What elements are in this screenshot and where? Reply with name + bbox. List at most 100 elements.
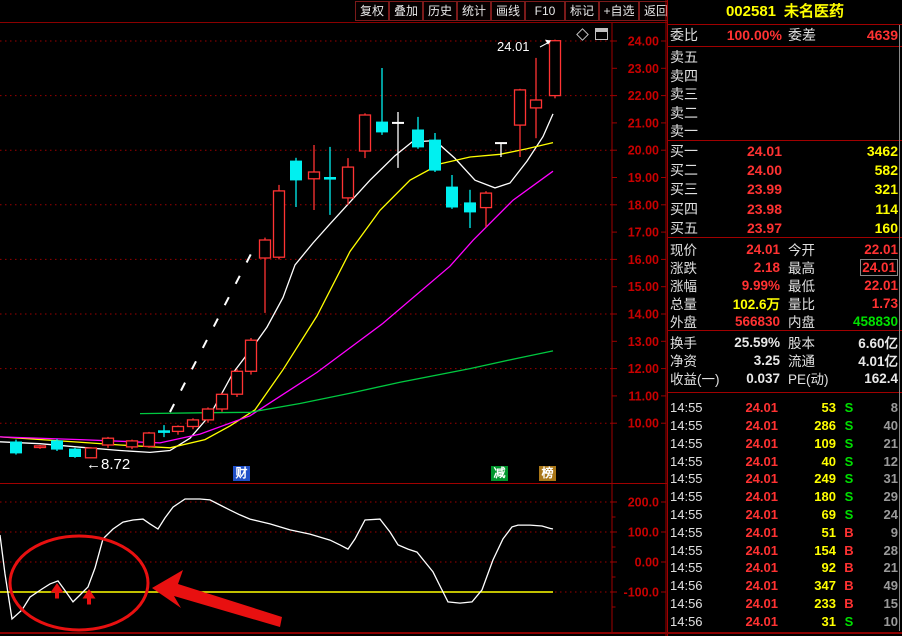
window-mode-icon[interactable] (595, 28, 608, 40)
tick-time: 14:55 (670, 489, 703, 505)
tick-row-1: 14:55 24.01 53 S 8 (668, 399, 902, 417)
bid-label: 买一 (670, 143, 698, 159)
price-axis-label: 23.00 (628, 62, 659, 76)
weibi-value: 100.00% (726, 27, 782, 43)
quote-label: 股本 (788, 336, 815, 351)
ma-short-white (0, 113, 554, 454)
toolbar-button-9[interactable]: 返回 (639, 1, 673, 21)
tick-direction: B (844, 595, 854, 611)
ask-label: 卖三 (670, 86, 698, 103)
tick-volume: 109 (814, 435, 836, 451)
weicha-label: 委差 (788, 27, 816, 43)
candle-10 (171, 425, 185, 435)
toolbar-button-8[interactable]: +自选 (599, 1, 639, 21)
tick-direction: B (844, 578, 854, 594)
chart-marker-badge-2[interactable]: 减 (491, 466, 508, 481)
scrollbar[interactable] (899, 25, 900, 631)
tick-time: 14:55 (670, 542, 703, 558)
separator (668, 237, 902, 238)
separator (668, 330, 902, 331)
tick-time: 14:55 (670, 560, 703, 576)
tick-direction: S (844, 471, 854, 487)
tick-row-2: 14:55 24.01 286 S 40 (668, 417, 902, 435)
quote-label: 最低 (788, 279, 815, 294)
ask-label: 卖二 (670, 104, 698, 121)
weicha-value: 4639 (866, 27, 898, 43)
candle-5 (84, 447, 98, 459)
bid-volume: 3462 (866, 143, 898, 159)
bid-levels: 买一 24.01 3462 买二 24.00 582 买三 23.99 321 … (668, 141, 902, 237)
separator (668, 24, 902, 25)
quote-label: 量比 (788, 297, 815, 312)
toolbar-button-4[interactable]: 统计 (457, 1, 491, 21)
candle-18 (290, 157, 302, 207)
price-axis-label: 24.00 (628, 35, 659, 49)
price-axis-label: 10.00 (628, 417, 659, 431)
candle-2 (33, 445, 47, 449)
quote-label: PE(动) (788, 372, 829, 387)
tick-volume: 31 (821, 613, 836, 629)
buy-signal-arrow-icon (82, 589, 96, 605)
tick-direction: S (844, 506, 854, 522)
bid-label: 买三 (670, 181, 698, 198)
quote-row-2: 涨跌 2.18 最高 24.01 (668, 257, 902, 276)
chart-marker-badge-1[interactable]: 财 (233, 466, 250, 481)
quote-label: 现价 (670, 243, 697, 258)
bid-price: 24.00 (746, 162, 782, 179)
candle-19 (307, 145, 321, 210)
toolbar-button-7[interactable]: 标记 (565, 1, 599, 21)
toolbar-button-6[interactable]: F10 (525, 1, 565, 21)
quote-label: 换手 (670, 336, 697, 351)
bid-row-5: 买五 23.97 160 (668, 218, 902, 237)
bid-price: 23.97 (746, 219, 782, 236)
bid-volume: 582 (874, 162, 898, 179)
bid-row-2: 买二 24.00 582 (668, 160, 902, 179)
candle-9 (158, 425, 170, 438)
tick-count: 21 (883, 435, 898, 451)
separator (668, 140, 902, 141)
high-price-callout: 24.01 (497, 39, 530, 54)
candle-7 (125, 439, 139, 450)
candle-12 (201, 407, 215, 423)
stock-chart[interactable]: 24.00 23.00 22.00 21.00 20.00 19.00 18.00 17.00… (0, 0, 667, 636)
tick-time: 14:55 (670, 418, 703, 434)
candle-24 (392, 112, 404, 168)
chart-marker-badge-3[interactable]: 榜 (539, 466, 556, 481)
tick-price: 24.01 (745, 542, 778, 558)
toolbar-button-2[interactable]: 叠加 (389, 1, 423, 21)
separator (668, 392, 902, 393)
tick-row-5: 14:55 24.01 249 S 31 (668, 470, 902, 488)
ask-label: 卖四 (670, 67, 698, 84)
tick-time: 14:55 (670, 506, 703, 522)
candle-29 (479, 191, 493, 228)
candle-20 (324, 146, 336, 215)
tick-row-3: 14:55 24.01 109 S 21 (668, 435, 902, 453)
tick-price: 24.01 (745, 418, 778, 434)
stock-code: 002581 (725, 3, 777, 20)
toolbar-button-5[interactable]: 画线 (491, 1, 525, 21)
quote-value: 0.037 (746, 370, 780, 386)
candle-8 (142, 431, 156, 448)
candle-4 (69, 447, 81, 458)
tick-volume: 233 (814, 595, 836, 611)
tick-count: 21 (883, 560, 898, 576)
candle-15 (244, 338, 258, 375)
tick-row-10: 14:55 24.01 92 B 21 (668, 559, 902, 577)
ask-row-4: 卖二 (668, 103, 902, 122)
weibi-label: 委比 (670, 27, 698, 43)
quote-row-1: 现价 24.01 今开 22.01 (668, 239, 902, 259)
stock-title: 002581 未名医药 (668, 0, 902, 23)
tick-direction: B (844, 542, 854, 558)
tick-count: 29 (883, 489, 898, 505)
tick-count: 49 (883, 578, 898, 594)
tick-price: 24.01 (745, 524, 778, 540)
bid-row-1: 买一 24.01 3462 (668, 141, 902, 160)
price-axis-label: 16.00 (628, 253, 659, 267)
stock-name: 未名医药 (784, 3, 845, 20)
quote-value: 24.01 (746, 241, 780, 257)
toolbar-button-3[interactable]: 历史 (423, 1, 457, 21)
annotation-circle (8, 534, 150, 632)
toolbar-button-1[interactable]: 复权 (355, 1, 389, 21)
ask-row-1: 卖五 (668, 47, 902, 66)
ma-mid-yellow (0, 141, 554, 449)
